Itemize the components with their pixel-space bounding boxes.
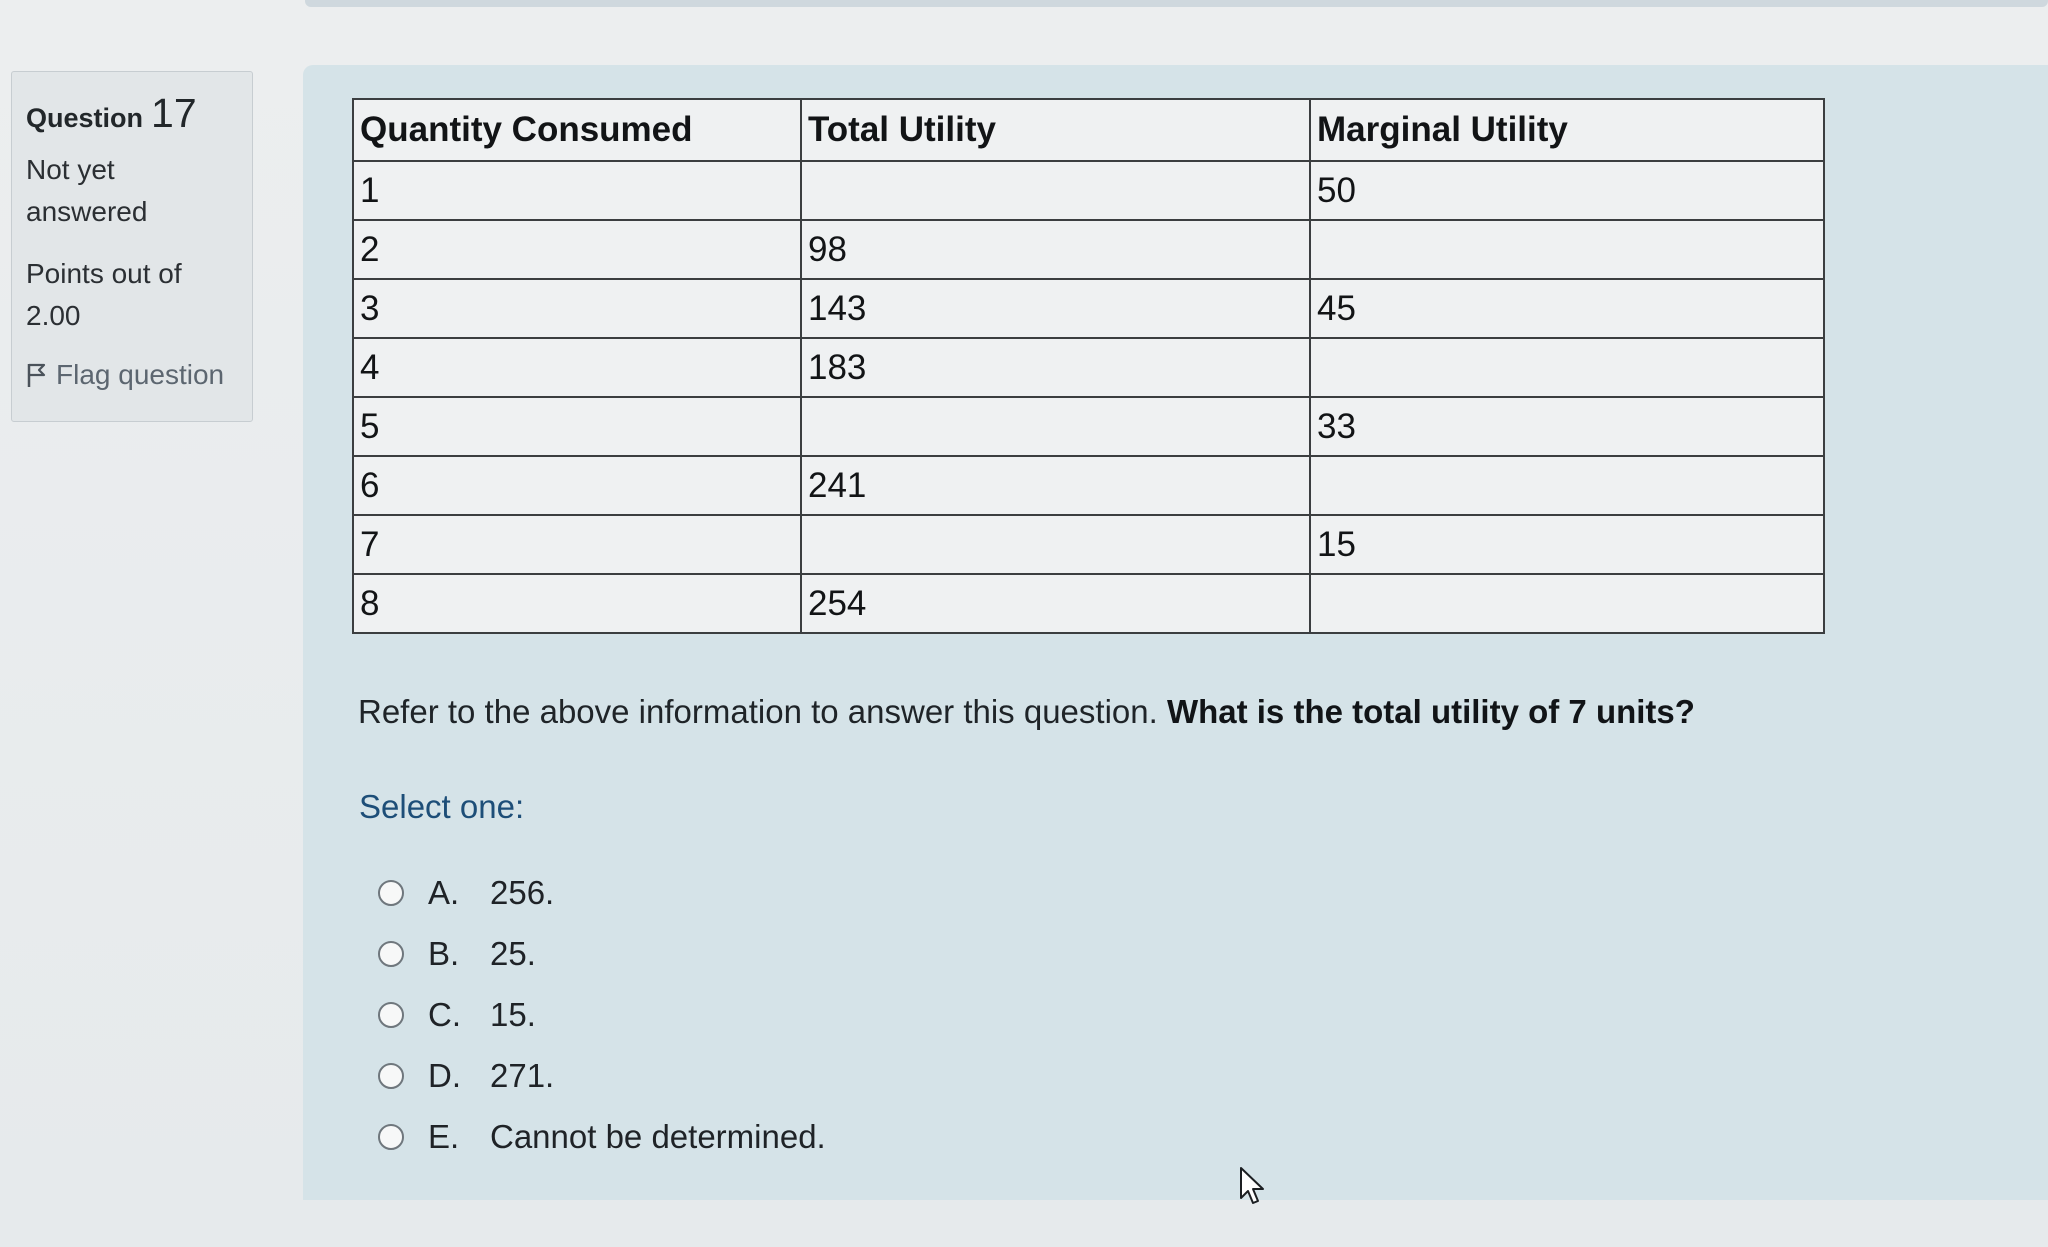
radio-unchecked-icon[interactable] [378, 1123, 404, 1150]
table-row: 2 98 [352, 219, 1825, 280]
cell-marginal-utility [1309, 337, 1825, 398]
cell-quantity: 3 [352, 278, 802, 339]
question-heading: Question 17 [26, 90, 238, 137]
cell-total-utility [800, 160, 1311, 221]
cell-quantity: 5 [352, 396, 802, 457]
table-row: 5 33 [352, 396, 1825, 457]
table-row: 1 50 [352, 160, 1825, 221]
cell-marginal-utility [1309, 573, 1825, 634]
option-text: Cannot be determined. [490, 1117, 826, 1155]
question-prompt-intro: Refer to the above information to answer… [358, 693, 1167, 730]
cell-quantity: 8 [352, 573, 802, 634]
question-word: Question [26, 103, 144, 133]
question-prompt-bold: What is the total utility of 7 units? [1166, 693, 1695, 730]
cell-marginal-utility: 33 [1309, 396, 1825, 457]
cell-total-utility: 183 [800, 337, 1311, 398]
select-one-label: Select one: [359, 788, 525, 825]
cell-total-utility: 254 [800, 573, 1311, 634]
header-marginal-utility: Marginal Utility [1309, 98, 1825, 162]
mouse-pointer-icon [1240, 1167, 1264, 1204]
flag-question-label: Flag question [56, 359, 225, 390]
flag-icon [27, 363, 46, 387]
table-row: 6 241 [352, 455, 1825, 516]
answer-options: A. 256. B. 25. C. 15. D. 271. E. Cannot … [378, 862, 826, 1167]
header-quantity-consumed: Quantity Consumed [352, 98, 802, 162]
option-d[interactable]: D. 271. [378, 1045, 826, 1106]
option-letter: D. [428, 1056, 461, 1094]
option-letter: E. [428, 1117, 460, 1155]
table-row: 3 143 45 [352, 278, 1825, 339]
cell-quantity: 7 [352, 514, 802, 575]
question-status: Not yet answered [26, 154, 148, 227]
table-header-row: Quantity Consumed Total Utility Marginal… [352, 98, 1825, 162]
table-row: 4 183 [352, 337, 1825, 398]
radio-unchecked-icon[interactable] [378, 879, 404, 906]
question-prompt: Refer to the above information to answer… [358, 693, 1695, 731]
radio-unchecked-icon[interactable] [378, 940, 404, 967]
option-letter: A. [428, 873, 460, 911]
option-letter: B. [428, 934, 460, 972]
table-row: 7 15 [352, 514, 1825, 575]
radio-unchecked-icon[interactable] [378, 1062, 404, 1089]
cell-total-utility: 98 [800, 219, 1311, 280]
cell-marginal-utility: 45 [1309, 278, 1825, 339]
cell-quantity: 6 [352, 455, 802, 516]
cell-quantity: 2 [352, 219, 802, 280]
option-a[interactable]: A. 256. [378, 862, 826, 923]
option-text: 271. [490, 1056, 555, 1094]
table-row: 8 254 [352, 573, 1825, 634]
cell-marginal-utility: 15 [1309, 514, 1825, 575]
option-letter: C. [428, 995, 461, 1033]
flag-question-link[interactable]: Flag question [26, 359, 238, 391]
header-total-utility: Total Utility [800, 98, 1311, 162]
cell-marginal-utility: 50 [1309, 160, 1825, 221]
question-points: Points out of 2.00 [26, 258, 182, 331]
cell-quantity: 4 [352, 337, 802, 398]
cell-total-utility: 143 [800, 278, 1311, 339]
option-c[interactable]: C. 15. [378, 984, 826, 1045]
question-number: 17 [151, 90, 197, 136]
cell-total-utility [800, 396, 1311, 457]
option-text: 15. [490, 995, 536, 1033]
cell-quantity: 1 [352, 160, 802, 221]
option-b[interactable]: B. 25. [378, 923, 826, 984]
option-e[interactable]: E. Cannot be determined. [378, 1106, 826, 1167]
radio-unchecked-icon[interactable] [378, 1001, 404, 1028]
cell-marginal-utility [1309, 455, 1825, 516]
utility-table: Quantity Consumed Total Utility Marginal… [352, 98, 1825, 634]
cell-marginal-utility [1309, 219, 1825, 280]
top-strip [305, 0, 2048, 7]
option-text: 25. [490, 934, 536, 972]
cell-total-utility: 241 [800, 455, 1311, 516]
option-text: 256. [490, 873, 555, 911]
question-info-panel: Question 17 Not yet answered Points out … [11, 71, 253, 422]
cell-total-utility [800, 514, 1311, 575]
